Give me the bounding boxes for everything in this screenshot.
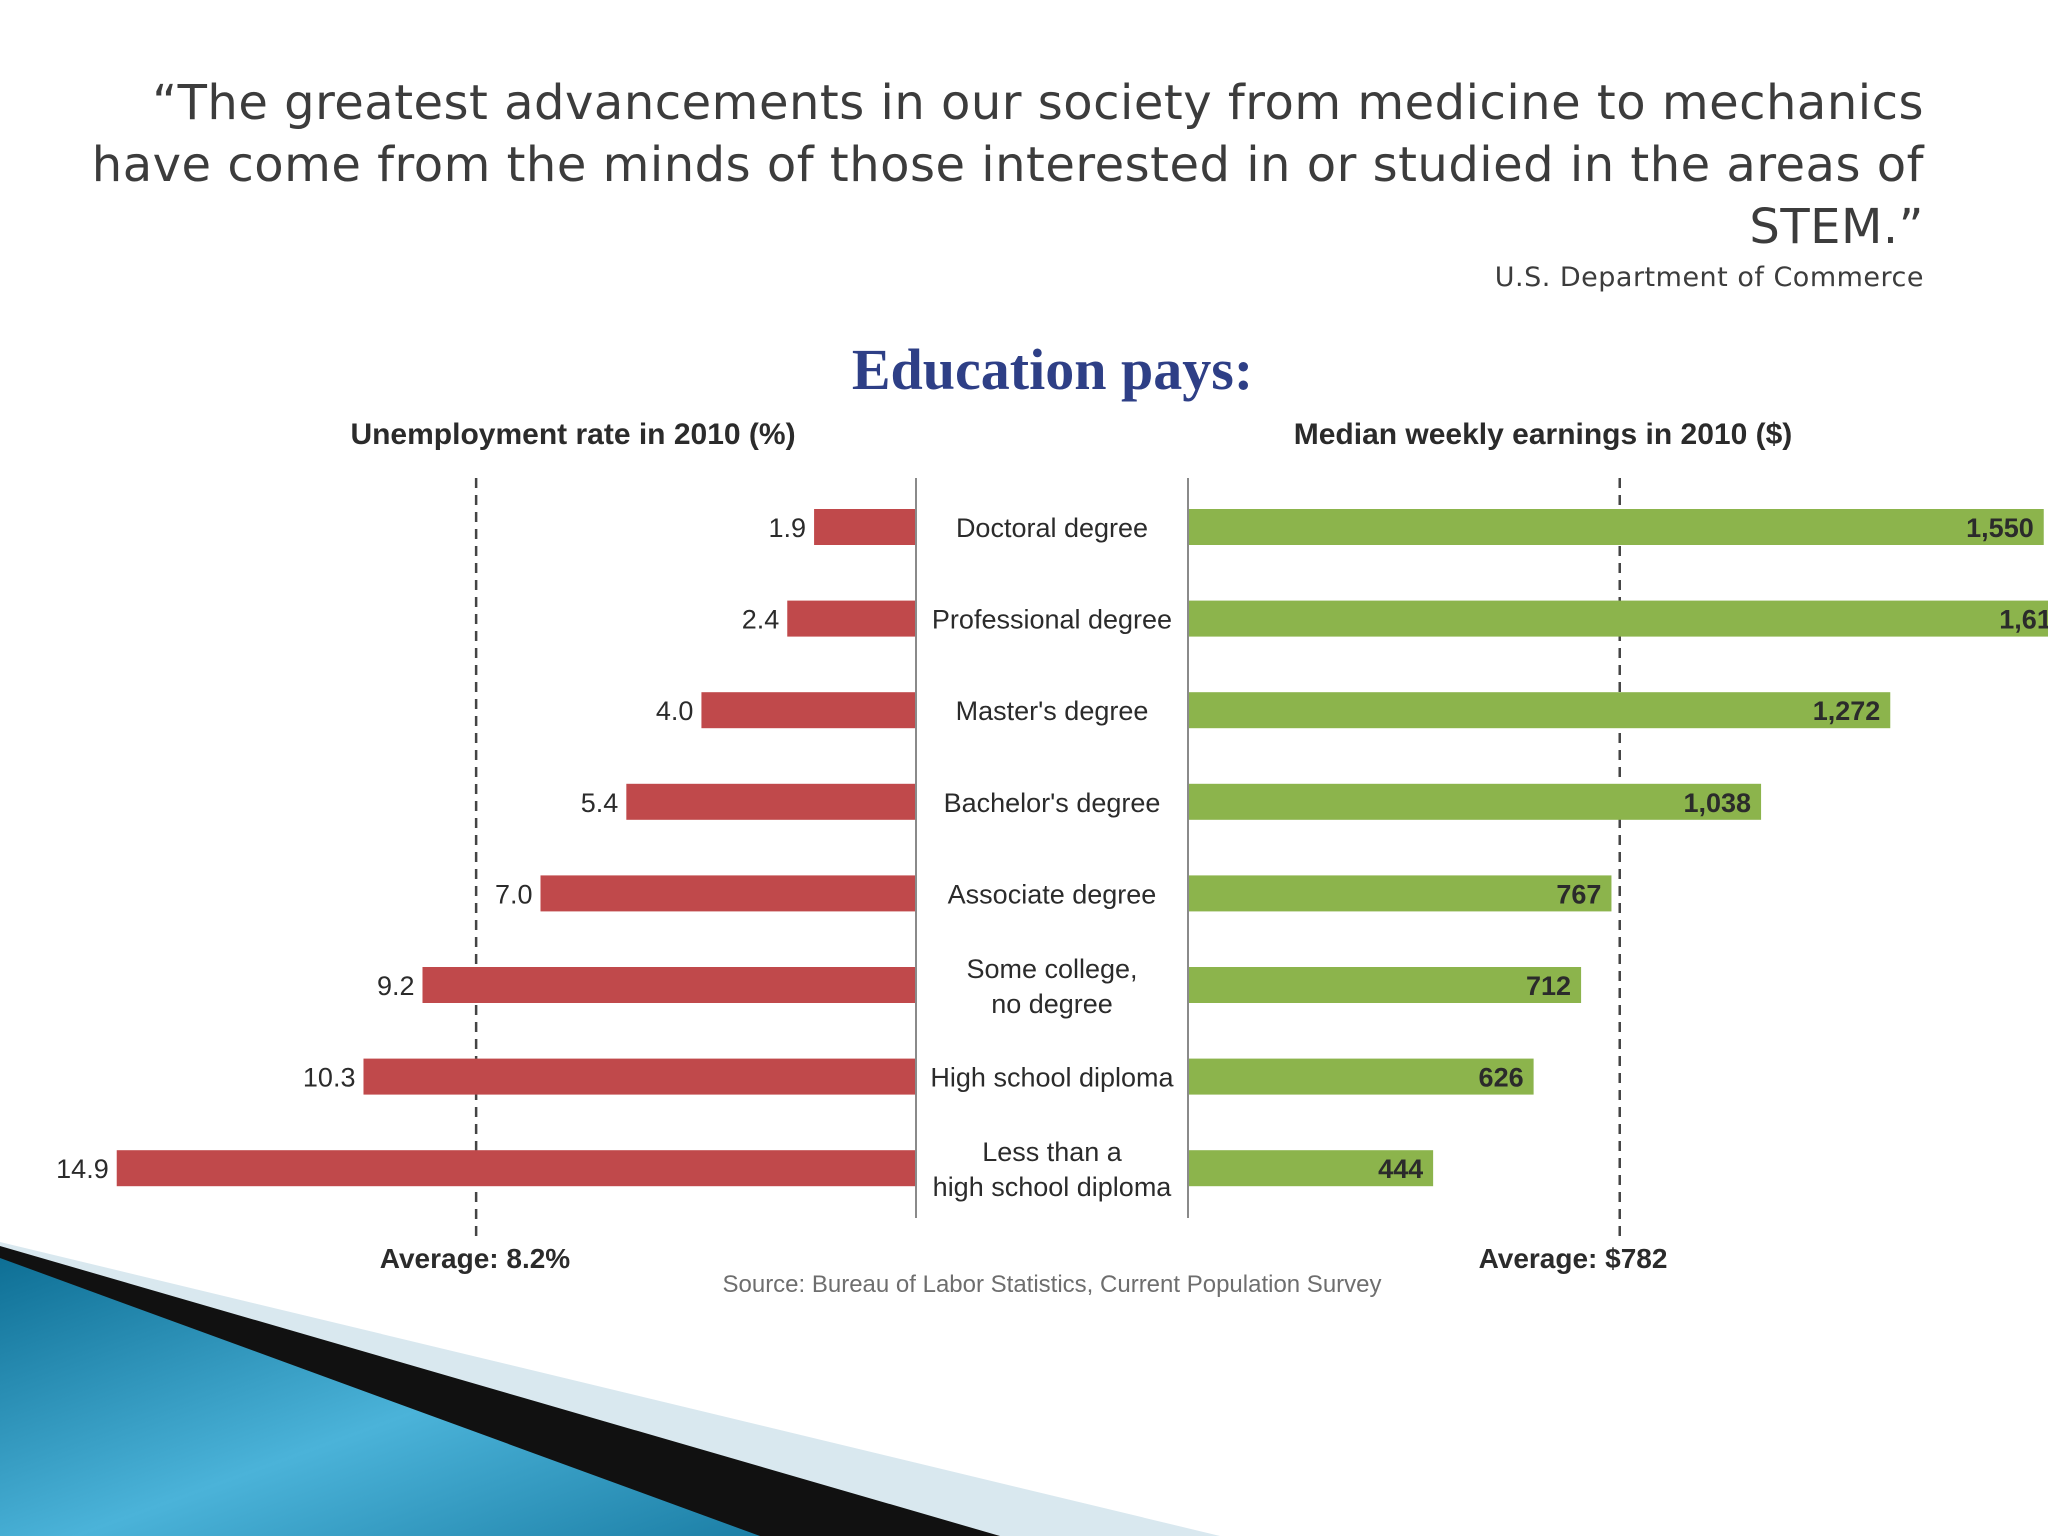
chart-title: Education pays: bbox=[851, 337, 1254, 402]
earnings-value-label: 1,550 bbox=[1966, 513, 2034, 543]
unemployment-axis-title: Unemployment rate in 2010 (%) bbox=[350, 418, 795, 451]
unemployment-value-label: 4.0 bbox=[656, 696, 694, 726]
unemployment-bar bbox=[814, 509, 916, 545]
category-label: Associate degree bbox=[948, 879, 1157, 909]
category-label: Master's degree bbox=[956, 696, 1149, 726]
unemployment-bar bbox=[422, 967, 916, 1003]
unemployment-bar bbox=[540, 875, 916, 912]
quote-attribution: U.S. Department of Commerce bbox=[1494, 262, 1924, 293]
unemployment-average-label: Average: 8.2% bbox=[380, 1243, 570, 1274]
category-label-line: Doctoral degree bbox=[956, 513, 1148, 543]
earnings-bar bbox=[1188, 600, 2048, 637]
category-label-line: Master's degree bbox=[956, 696, 1149, 726]
category-label-line: Some college, bbox=[966, 954, 1137, 984]
deco-blue-wedge bbox=[0, 1258, 760, 1536]
earnings-value-label: 712 bbox=[1526, 971, 1571, 1001]
category-label-line: Professional degree bbox=[932, 605, 1172, 635]
category-label: Doctoral degree bbox=[956, 513, 1148, 543]
unemployment-bar bbox=[701, 692, 916, 729]
corner-decoration bbox=[0, 1242, 1220, 1536]
unemployment-bar bbox=[363, 1058, 917, 1095]
category-label-line: high school diploma bbox=[933, 1172, 1173, 1202]
unemployment-bar bbox=[626, 783, 916, 820]
earnings-bar bbox=[1188, 509, 2044, 545]
earnings-average-label: Average: $782 bbox=[1479, 1243, 1668, 1274]
category-label: Some college, no degree bbox=[966, 954, 1137, 1019]
unemployment-bar bbox=[116, 1150, 917, 1187]
unemployment-value-label: 10.3 bbox=[303, 1063, 356, 1093]
category-label-line: High school diploma bbox=[930, 1063, 1174, 1093]
unemployment-bar bbox=[787, 600, 916, 637]
category-label: Bachelor's degree bbox=[944, 788, 1161, 818]
earnings-value-label: 1,610 bbox=[1999, 605, 2048, 635]
bars-layer: 1.9 1,550 Doctoral degree 2.4 1,610 Professio… bbox=[56, 478, 2048, 1236]
source-note: Source: Bureau of Labor Statistics, Curr… bbox=[722, 1271, 1381, 1298]
unemployment-value-label: 5.4 bbox=[581, 788, 619, 818]
earnings-bar bbox=[1188, 1058, 1534, 1095]
category-label-line: Bachelor's degree bbox=[944, 788, 1161, 818]
earnings-value-label: 1,038 bbox=[1683, 788, 1751, 818]
unemployment-value-label: 2.4 bbox=[742, 605, 780, 635]
earnings-value-label: 626 bbox=[1479, 1063, 1524, 1093]
earnings-axis-title: Median weekly earnings in 2010 ($) bbox=[1294, 418, 1793, 451]
category-label-line: no degree bbox=[991, 989, 1113, 1019]
category-label: Professional degree bbox=[932, 605, 1172, 635]
earnings-value-label: 444 bbox=[1378, 1154, 1423, 1184]
unemployment-value-label: 7.0 bbox=[495, 879, 533, 909]
category-label-line: Less than a bbox=[982, 1137, 1123, 1167]
category-label-line: Associate degree bbox=[948, 879, 1157, 909]
earnings-value-label: 767 bbox=[1556, 879, 1601, 909]
category-label: High school diploma bbox=[930, 1063, 1174, 1093]
earnings-bar bbox=[1188, 783, 1762, 820]
unemployment-value-label: 9.2 bbox=[377, 971, 415, 1001]
earnings-bar bbox=[1188, 967, 1582, 1003]
earnings-bar bbox=[1188, 1150, 1434, 1187]
slide-quote: “The greatest advancements in our societ… bbox=[91, 75, 1924, 255]
earnings-value-label: 1,272 bbox=[1813, 696, 1881, 726]
earnings-bar bbox=[1188, 692, 1891, 729]
unemployment-value-label: 14.9 bbox=[56, 1154, 109, 1184]
unemployment-value-label: 1.9 bbox=[769, 513, 807, 543]
category-label: Less than a high school diploma bbox=[933, 1137, 1173, 1202]
earnings-bar bbox=[1188, 875, 1612, 912]
